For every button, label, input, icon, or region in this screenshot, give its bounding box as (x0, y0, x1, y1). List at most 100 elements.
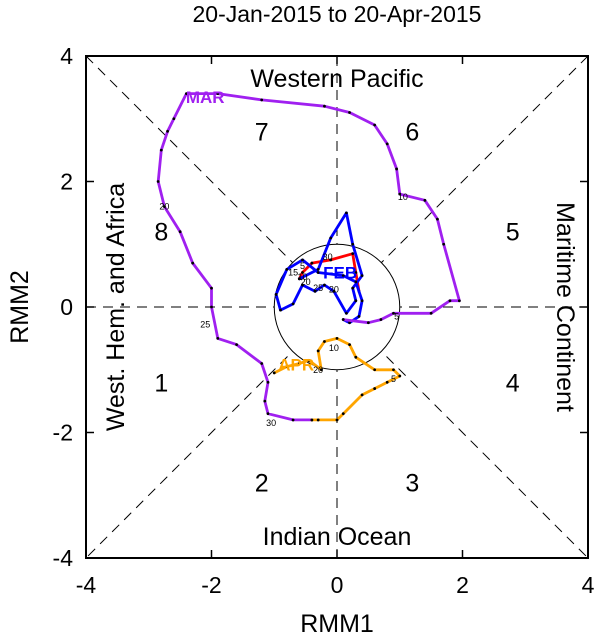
series-point-jan (351, 252, 355, 256)
series-point-feb (301, 283, 304, 287)
series-point-mar (423, 198, 427, 202)
series-point-apr (316, 418, 320, 422)
day-label: 10 (297, 272, 307, 282)
series-point-mar (156, 180, 160, 183)
series-point-mar (448, 299, 452, 303)
month-label-apr: APR (278, 356, 314, 375)
series-point-mar (159, 148, 163, 152)
series-point-apr (316, 349, 320, 353)
y-tick-label: 0 (60, 294, 73, 320)
series-point-mar (266, 380, 270, 384)
month-label-mar: MAR (186, 88, 225, 107)
series-point-mar (178, 230, 182, 234)
series-line-apr (272, 336, 402, 422)
region-label-left: West. Hem. and Africa (102, 183, 130, 431)
x-tick-label: 4 (582, 572, 595, 598)
series-point-feb (291, 302, 295, 306)
series-point-feb (348, 321, 351, 325)
series-point-feb (301, 258, 304, 262)
series-point-apr (360, 393, 364, 397)
series-point-apr (323, 340, 326, 343)
series-point-mar (373, 123, 377, 127)
series-point-apr (354, 355, 358, 359)
series-point-jan (301, 271, 304, 274)
x-tick-label: -4 (76, 572, 97, 598)
series-line-mar (156, 92, 461, 422)
series-point-apr (307, 358, 311, 362)
phase-label: 8 (154, 219, 168, 247)
phase-label: 3 (405, 470, 419, 498)
x-axis-title: RMM1 (300, 610, 374, 638)
series-point-apr (310, 418, 314, 422)
series-point-mar (172, 117, 176, 121)
series-point-mar (210, 305, 213, 309)
series-point-mar (216, 92, 220, 96)
day-label: 5 (391, 374, 396, 384)
region-label-right: Maritime Continent (551, 202, 579, 412)
region-label-top: Western Pacific (250, 65, 423, 93)
day-label: 5 (394, 311, 399, 321)
day-label: 25 (313, 283, 323, 293)
phase-label: 2 (255, 470, 269, 498)
day-label: 30 (323, 252, 333, 262)
phase-label: 6 (405, 118, 419, 146)
day-label: 5 (300, 261, 305, 271)
series-point-mar (185, 92, 188, 96)
phase-label: 5 (506, 219, 520, 247)
region-label-bottom: Indian Ocean (263, 523, 412, 551)
series-point-feb (323, 283, 326, 287)
series-point-apr (373, 368, 377, 372)
series-point-mar (210, 286, 213, 290)
series-point-apr (297, 362, 301, 365)
series-point-mar (366, 321, 370, 325)
series-point-mar (216, 336, 220, 340)
series-point-jan (310, 261, 314, 265)
series-point-feb (274, 293, 278, 296)
series-point-apr (335, 336, 339, 340)
series-point-mar (395, 167, 399, 171)
series-point-mar (385, 142, 389, 146)
series-point-mar (235, 343, 239, 347)
series-point-apr (285, 365, 289, 369)
series-point-feb (354, 299, 358, 303)
series-point-feb (354, 280, 358, 284)
day-label: 15 (288, 267, 298, 277)
series-point-feb (357, 315, 361, 318)
series-point-feb (285, 267, 289, 271)
series-point-feb (351, 242, 355, 246)
series-point-mar (429, 311, 433, 315)
day-label: 20 (329, 284, 339, 294)
series-point-apr (272, 371, 276, 375)
series-point-apr (341, 412, 345, 416)
series-point-mar (191, 261, 195, 265)
series-point-apr (398, 374, 402, 378)
x-tick-label: 2 (456, 572, 469, 598)
y-axis-title: RMM2 (6, 270, 34, 344)
series-point-mar (457, 299, 461, 303)
series-point-apr (335, 418, 339, 422)
day-label: 20 (301, 277, 311, 287)
series-point-mar (442, 242, 446, 246)
day-label: 20 (313, 365, 323, 375)
series-point-apr (385, 380, 389, 384)
series-point-feb (345, 211, 348, 215)
series-point-feb (297, 277, 301, 281)
phase-label: 7 (255, 118, 269, 146)
series-point-mar (392, 311, 395, 315)
series-point-mar (166, 129, 169, 133)
series-point-feb (316, 271, 320, 274)
series-point-feb (279, 308, 282, 312)
month-label-feb: FEB (323, 263, 357, 282)
series-point-apr (319, 368, 323, 372)
y-tick-label: 4 (60, 43, 73, 69)
series-point-jan (354, 271, 358, 274)
y-tick-label: 2 (60, 169, 73, 195)
series-point-feb (313, 289, 317, 293)
series-point-mar (260, 362, 264, 365)
series-point-mar (436, 217, 439, 221)
day-label: 10 (398, 192, 408, 202)
series-point-mar (323, 104, 326, 108)
series-point-mar (266, 412, 270, 416)
series-point-feb (316, 267, 320, 271)
